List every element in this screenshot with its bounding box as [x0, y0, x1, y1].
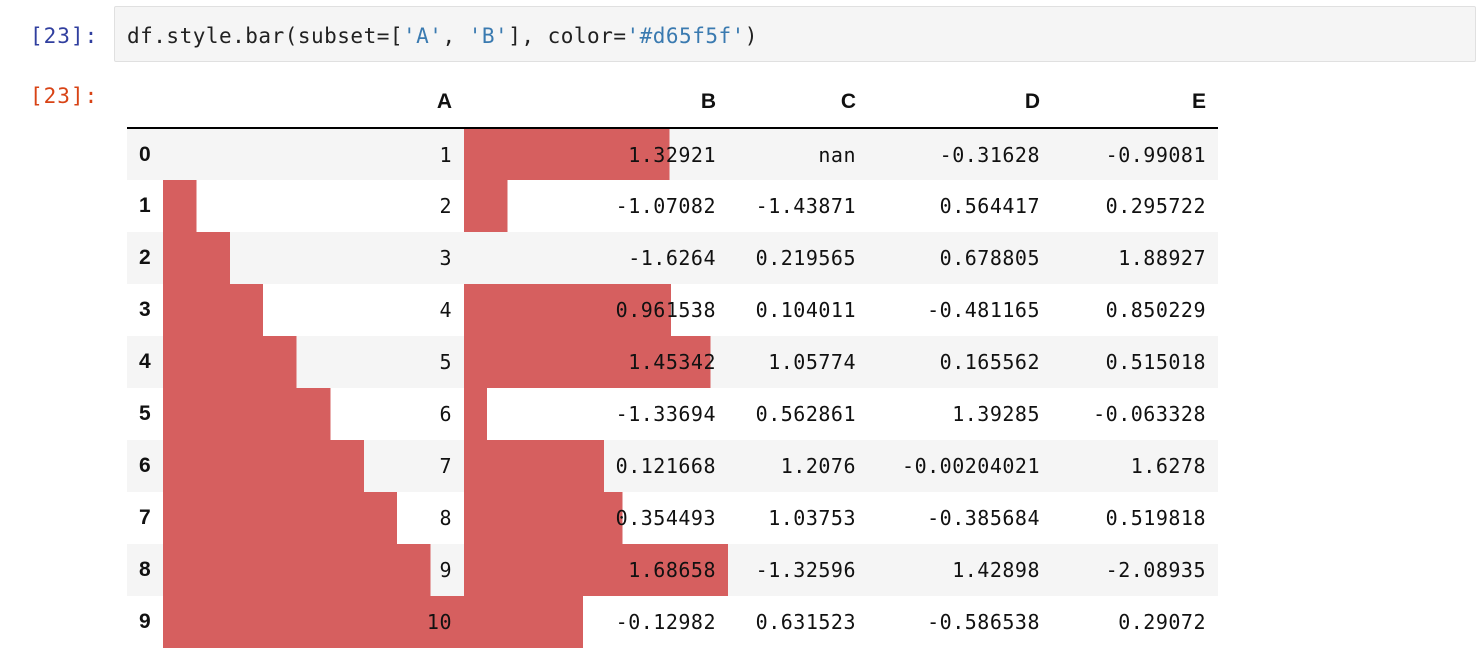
code-mid: ], color= [508, 24, 627, 48]
table-row: 0 1 1.32921 nan -0.31628 -0.99081 [127, 128, 1218, 180]
cell-c: -1.32596 [755, 558, 856, 582]
cell-c: 0.219565 [755, 246, 856, 270]
cell-d: 1.39285 [952, 402, 1040, 426]
cell-b: -1.6264 [464, 232, 728, 284]
cell-c: 1.05774 [768, 350, 856, 374]
table-row: 4 5 1.45342 1.05774 0.165562 0.515018 [127, 336, 1218, 388]
dataframe-table: A B C D E 0 1 1.32921 nan -0.31628 -0.99081 1 2… [127, 76, 1218, 648]
cell-c: 0.104011 [755, 298, 856, 322]
cell-b: 1.45342 [464, 336, 728, 388]
header-row: A B C D E [127, 76, 1218, 129]
input-prompt: [23]: [30, 24, 99, 48]
table-row: 6 7 0.121668 1.2076 -0.00204021 1.6278 [127, 440, 1218, 492]
cell-e: 1.6278 [1130, 454, 1206, 478]
cell-e: 0.519818 [1105, 506, 1206, 530]
cell-c: nan [818, 142, 856, 167]
table-row: 2 3 -1.6264 0.219565 0.678805 1.88927 [127, 232, 1218, 284]
cell-c: 0.631523 [755, 610, 856, 634]
code-string-color: '#d65f5f' [626, 24, 745, 48]
cell-e: -0.063328 [1093, 402, 1206, 426]
code-comma: , [442, 24, 469, 48]
cell-a: 5 [163, 336, 464, 388]
cell-a: 9 [163, 544, 464, 596]
column-header-d: D [868, 76, 1052, 129]
cell-e: 0.295722 [1105, 194, 1206, 218]
row-index: 9 [139, 610, 151, 633]
cell-a: 2 [163, 180, 464, 232]
cell-b: -1.07082 [464, 180, 728, 232]
cell-b: -0.12982 [464, 596, 728, 648]
cell-a: 4 [163, 284, 464, 336]
cell-b: 0.121668 [464, 440, 728, 492]
code-prefix: df.style.bar(subset=[ [127, 24, 404, 48]
table-row: 7 8 0.354493 1.03753 -0.385684 0.519818 [127, 492, 1218, 544]
table-row: 8 9 1.68658 -1.32596 1.42898 -2.08935 [127, 544, 1218, 596]
cell-a: 3 [163, 232, 464, 284]
cell-e: -2.08935 [1105, 558, 1206, 582]
row-index: 4 [139, 350, 151, 373]
cell-d: 0.678805 [939, 246, 1040, 270]
cell-b: 0.354493 [464, 492, 728, 544]
cell-d: 0.165562 [939, 350, 1040, 374]
row-index: 2 [139, 246, 151, 269]
cell-d: -0.00204021 [902, 454, 1040, 478]
output-prompt: [23]: [30, 84, 99, 108]
cell-a: 6 [163, 388, 464, 440]
row-index: 1 [139, 194, 151, 217]
column-header-e: E [1052, 76, 1218, 129]
cell-d: -0.31628 [939, 142, 1040, 167]
cell-b: 0.961538 [464, 284, 728, 336]
cell-c: 0.562861 [755, 402, 856, 426]
cell-e: -0.99081 [1105, 142, 1206, 167]
cell-d: -0.481165 [927, 298, 1040, 322]
cell-d: -0.385684 [927, 506, 1040, 530]
cell-c: 1.03753 [768, 506, 856, 530]
code-line: df.style.bar(subset=['A', 'B'], color='#… [127, 24, 758, 48]
code-string-b: 'B' [468, 24, 509, 48]
table-body: 0 1 1.32921 nan -0.31628 -0.99081 1 2 -1.07082 -1… [127, 128, 1218, 648]
cell-b: 1.32921 [464, 128, 728, 180]
row-index: 7 [139, 506, 151, 529]
cell-c: -1.43871 [755, 194, 856, 218]
code-cell-input[interactable]: df.style.bar(subset=['A', 'B'], color='#… [114, 6, 1476, 62]
cell-e: 0.515018 [1105, 350, 1206, 374]
table-row: 9 10 -0.12982 0.631523 -0.586538 0.29072 [127, 596, 1218, 648]
cell-d: 0.564417 [939, 194, 1040, 218]
column-header-b: B [464, 76, 728, 129]
table-row: 3 4 0.961538 0.104011 -0.481165 0.850229 [127, 284, 1218, 336]
code-suffix: ) [744, 24, 758, 48]
cell-b: 1.68658 [464, 544, 728, 596]
cell-c: 1.2076 [780, 454, 856, 478]
cell-e: 0.29072 [1118, 610, 1206, 634]
cell-a: 10 [163, 596, 464, 648]
cell-a: 1 [163, 128, 464, 180]
column-header-a: A [163, 76, 464, 129]
cell-a: 7 [163, 440, 464, 492]
cell-d: 1.42898 [952, 558, 1040, 582]
row-index: 6 [139, 454, 151, 477]
cell-d: -0.586538 [927, 610, 1040, 634]
cell-e: 1.88927 [1118, 246, 1206, 270]
column-header-c: C [728, 76, 868, 129]
index-header [127, 76, 163, 129]
table-row: 5 6 -1.33694 0.562861 1.39285 -0.063328 [127, 388, 1218, 440]
cell-b: -1.33694 [464, 388, 728, 440]
code-string-a: 'A' [403, 24, 443, 48]
row-index: 8 [139, 558, 151, 581]
table-row: 1 2 -1.07082 -1.43871 0.564417 0.295722 [127, 180, 1218, 232]
row-index: 5 [139, 402, 151, 425]
row-index: 3 [139, 298, 151, 321]
cell-a: 8 [163, 492, 464, 544]
row-index: 0 [139, 142, 151, 166]
cell-e: 0.850229 [1105, 298, 1206, 322]
